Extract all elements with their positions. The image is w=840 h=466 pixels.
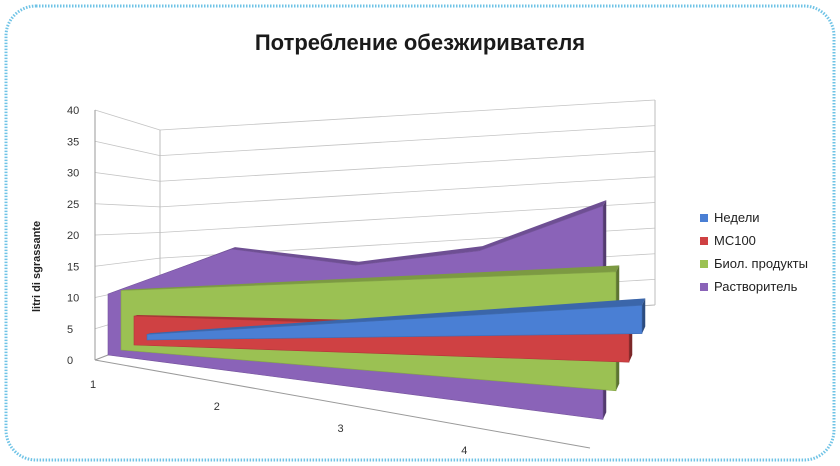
y-tick-label: 15 — [67, 261, 79, 273]
back-gridline — [159, 99, 656, 131]
legend-item: MC100 — [700, 229, 808, 252]
side-gridline — [94, 257, 161, 267]
side-gridline — [94, 232, 161, 236]
legend-item: Недели — [700, 206, 808, 229]
legend-swatch — [700, 282, 708, 291]
y-tick-label: 20 — [67, 230, 79, 242]
side-gridline — [94, 203, 161, 208]
legend-swatch — [700, 236, 708, 245]
x-tick-label: 1 — [90, 379, 96, 391]
back-gridline — [159, 150, 656, 182]
back-gridline — [159, 176, 656, 208]
back-gridline — [159, 125, 656, 157]
x-axis-line — [94, 359, 591, 449]
chart-frame — [4, 4, 836, 462]
legend-item: Растворитель — [700, 275, 808, 298]
side-gridline — [94, 109, 161, 131]
series-side-0 — [642, 298, 646, 334]
side-gridline — [94, 172, 161, 182]
x-tick-label: 4 — [461, 445, 467, 457]
chart-title: Потребление обезжиривателя — [254, 30, 586, 55]
side-gridline — [94, 140, 161, 157]
y-tick-label: 35 — [67, 136, 79, 148]
series-top-2 — [121, 265, 620, 291]
x-tick-label: 2 — [214, 401, 220, 413]
series-side-1 — [629, 326, 633, 363]
legend-item: Биол. продукты — [700, 252, 808, 275]
y-tick-label: 10 — [67, 293, 79, 305]
legend-label: Биол. продукты — [714, 256, 808, 271]
legend-label: Растворитель — [714, 279, 798, 294]
series-area-0 — [146, 305, 643, 341]
legend-label: Недели — [714, 210, 760, 225]
series-top-0 — [147, 298, 646, 335]
y-tick-label: 40 — [67, 105, 79, 117]
legend-label: MC100 — [714, 233, 756, 248]
y-tick-label: 0 — [67, 355, 73, 367]
y-axis-label: litri di sgrassante — [31, 221, 43, 312]
legend-swatch — [700, 213, 708, 222]
y-tick-label: 30 — [67, 168, 79, 180]
legend: Недели MC100 Биол. продукты Растворитель — [700, 206, 808, 298]
y-tick-label: 25 — [67, 199, 79, 211]
x-tick-label: 3 — [338, 423, 344, 435]
legend-swatch — [700, 259, 708, 268]
back-gridline — [159, 202, 656, 233]
y-tick-label: 5 — [67, 324, 73, 336]
